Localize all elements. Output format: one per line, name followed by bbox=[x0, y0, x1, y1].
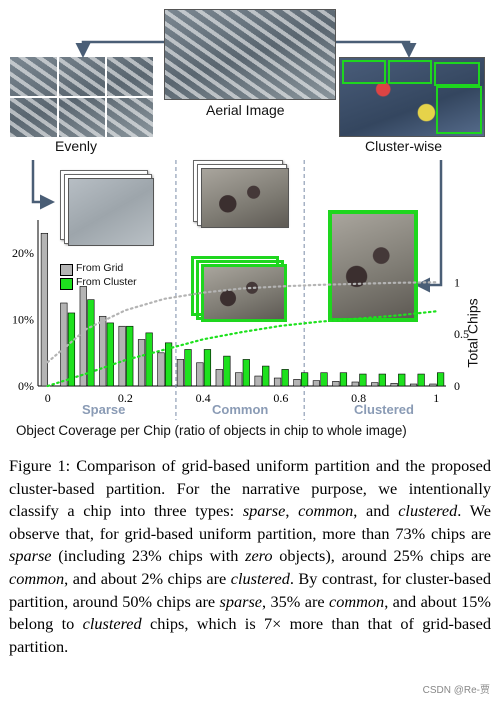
bar-grid-9 bbox=[215, 369, 223, 387]
bar-grid-8 bbox=[196, 362, 204, 387]
legend-swatch-grid bbox=[60, 264, 73, 276]
bar-grid-0 bbox=[40, 232, 49, 387]
y2-tick-label-1: 0.5 bbox=[454, 327, 469, 341]
bar-cluster-15 bbox=[339, 372, 348, 387]
bar-cluster-14 bbox=[320, 372, 328, 387]
y-tick-label-2: 20% bbox=[12, 246, 34, 260]
bar-cluster-2 bbox=[87, 299, 95, 387]
bar-grid-3 bbox=[99, 315, 107, 387]
category-label-common: Common bbox=[212, 402, 269, 417]
legend-swatch-cluster bbox=[60, 278, 73, 290]
aerial-image bbox=[164, 9, 336, 100]
bar-cluster-18 bbox=[398, 373, 406, 387]
y-tick-label-0: 0% bbox=[18, 379, 34, 393]
bar-cluster-16 bbox=[359, 373, 367, 387]
bar-grid-17 bbox=[371, 382, 379, 387]
bar-cluster-1 bbox=[67, 312, 76, 387]
x-axis-label: Object Coverage per Chip (ratio of objec… bbox=[16, 423, 407, 438]
legend-item-cluster: From Cluster bbox=[60, 276, 180, 290]
bar-cluster-17 bbox=[378, 373, 386, 387]
bar-grid-4 bbox=[118, 325, 126, 387]
right-axis-label: Total Chips bbox=[464, 298, 481, 368]
bar-cluster-20 bbox=[436, 372, 445, 387]
category-label-clustered: Clustered bbox=[354, 402, 414, 417]
bar-cluster-13 bbox=[300, 372, 309, 387]
bar-cluster-12 bbox=[281, 369, 289, 387]
bar-cluster-6 bbox=[164, 342, 173, 387]
cumulative-line-1 bbox=[46, 310, 438, 388]
bar-grid-19 bbox=[409, 383, 418, 387]
bar-grid-18 bbox=[390, 383, 398, 387]
caption-fig-label: Figure 1: bbox=[9, 456, 71, 475]
x-tick-label-5: 1 bbox=[433, 391, 439, 405]
category-label-sparse: Sparse bbox=[82, 402, 126, 417]
y2-tick-label-2: 1 bbox=[454, 275, 460, 289]
bar-cluster-3 bbox=[106, 322, 114, 387]
coverage-histogram: 0% 10% 20% 0 0.5 1 0 0.2 0.4 0.6 0.8 1 bbox=[12, 160, 469, 420]
evenly-grid bbox=[10, 57, 153, 137]
legend-label-grid: From Grid bbox=[76, 262, 124, 274]
legend-item-grid: From Grid bbox=[60, 262, 180, 276]
evenly-label: Evenly bbox=[55, 138, 98, 154]
bar-grid-20 bbox=[429, 383, 437, 387]
bar-cluster-19 bbox=[417, 373, 425, 387]
watermark: CSDN @Re-贾 bbox=[422, 685, 490, 696]
bar-grid-5 bbox=[137, 339, 146, 387]
bar-grid-14 bbox=[312, 380, 321, 387]
bar-grid-7 bbox=[176, 359, 185, 387]
x-tick-label-1: 0.2 bbox=[118, 391, 133, 405]
cluster-wise-image bbox=[339, 57, 485, 137]
bar-grid-2 bbox=[79, 286, 87, 387]
cumulative-line-0 bbox=[46, 281, 438, 364]
cluster-wise-label: Cluster-wise bbox=[365, 138, 443, 154]
bar-grid-13 bbox=[293, 379, 301, 387]
x-tick-label-4: 0.8 bbox=[351, 391, 366, 405]
bar-cluster-7 bbox=[184, 349, 192, 387]
y-tick-label-1: 10% bbox=[12, 313, 34, 327]
bar-cluster-8 bbox=[203, 349, 212, 387]
bar-grid-1 bbox=[60, 302, 68, 387]
y2-tick-label-0: 0 bbox=[454, 379, 460, 393]
x-tick-label-3: 0.6 bbox=[273, 391, 288, 405]
bar-grid-11 bbox=[254, 375, 262, 387]
bar-grid-6 bbox=[157, 352, 165, 387]
bar-cluster-11 bbox=[262, 365, 270, 387]
aerial-image-label: Aerial Image bbox=[206, 102, 285, 118]
bar-grid-16 bbox=[351, 381, 359, 387]
bar-cluster-9 bbox=[223, 355, 231, 387]
legend-label-cluster: From Cluster bbox=[76, 276, 137, 288]
figure-caption: Figure 1: Comparison of grid-based unifo… bbox=[9, 456, 492, 656]
bar-grid-15 bbox=[332, 381, 340, 387]
bar-grid-10 bbox=[235, 372, 243, 387]
x-tick-label-2: 0.4 bbox=[196, 391, 211, 405]
bar-cluster-4 bbox=[126, 325, 134, 387]
bar-cluster-5 bbox=[145, 332, 153, 387]
x-tick-label-0: 0 bbox=[45, 391, 51, 405]
connector-arrows bbox=[31, 40, 443, 293]
bar-grid-12 bbox=[273, 377, 282, 387]
bar-cluster-10 bbox=[242, 359, 250, 387]
